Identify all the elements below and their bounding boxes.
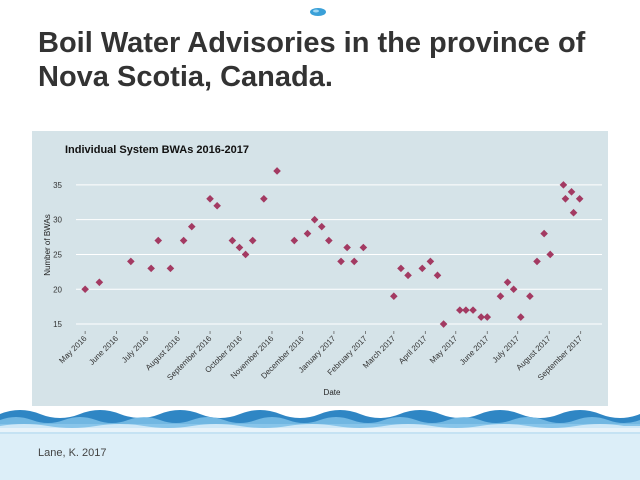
y-tick-labels: 15 20 25 30 35 — [53, 181, 62, 329]
data-point — [350, 257, 359, 266]
data-point — [561, 194, 570, 203]
data-point — [433, 271, 442, 280]
data-point — [317, 222, 326, 231]
data-point — [477, 313, 485, 321]
data-point — [540, 229, 548, 238]
water-wave-banner — [0, 410, 640, 480]
data-point — [516, 313, 525, 321]
data-point — [509, 285, 518, 294]
data-point — [179, 236, 188, 245]
chart-panel: Individual System BWAs 2016-2017 15 20 25 3… — [32, 131, 608, 406]
gridlines — [76, 184, 602, 325]
data-point — [273, 167, 281, 175]
x-tick-label: July 2017 — [491, 334, 522, 365]
x-tick-label: July 2016 — [120, 334, 151, 365]
data-point — [290, 236, 299, 245]
y-tick-label: 25 — [53, 250, 62, 259]
slide-title: Boil Water Advisories in the province of… — [38, 27, 586, 93]
data-point — [575, 194, 584, 203]
data-point — [496, 292, 505, 301]
x-tick-label: June 2017 — [458, 334, 491, 367]
chart-title: Individual System BWAs 2016-2017 — [65, 144, 249, 156]
data-point — [397, 264, 405, 273]
data-point — [567, 188, 576, 196]
y-tick-label: 20 — [53, 285, 62, 294]
data-point — [147, 264, 155, 273]
data-point — [462, 306, 470, 314]
data-point — [95, 278, 104, 287]
x-tick-label: April 2017 — [397, 334, 429, 366]
citation: Lane, K. 2017 — [38, 447, 107, 459]
data-point — [303, 229, 312, 238]
y-tick-label: 35 — [53, 181, 62, 190]
y-axis-label: Number of BWAs — [43, 214, 52, 276]
data-point — [359, 243, 368, 252]
data-point — [235, 243, 244, 252]
data-point — [81, 285, 89, 294]
x-tick-label: May 2017 — [428, 334, 460, 366]
data-point — [241, 250, 250, 259]
data-point — [343, 243, 351, 252]
data-point — [546, 250, 555, 259]
data-point — [533, 257, 541, 266]
y-tick-label: 15 — [53, 320, 62, 329]
y-tick-label: 30 — [53, 216, 62, 225]
scatter-chart: Individual System BWAs 2016-2017 15 20 25 3… — [43, 144, 602, 397]
water-drop-logo — [310, 8, 326, 16]
data-point — [404, 271, 412, 280]
data-point — [559, 181, 568, 189]
x-tick-label: May 2016 — [57, 334, 89, 366]
data-point — [187, 222, 196, 231]
data-point — [310, 215, 319, 224]
data-point — [390, 292, 398, 301]
data-point — [213, 201, 221, 210]
data-point — [426, 257, 435, 266]
x-tick-label: June 2016 — [87, 334, 120, 367]
data-point — [154, 236, 163, 245]
data-point — [228, 236, 237, 245]
data-point — [483, 313, 492, 321]
data-point — [248, 236, 257, 245]
data-point — [206, 194, 214, 203]
data-point — [418, 264, 427, 273]
x-axis-label: Date — [324, 388, 341, 397]
data-point — [569, 208, 578, 217]
data-point — [260, 194, 268, 203]
data-point — [439, 320, 448, 328]
data-point — [337, 257, 345, 266]
data-point — [469, 306, 477, 314]
data-point — [503, 278, 512, 287]
data-point — [166, 264, 175, 273]
data-point — [526, 292, 534, 301]
data-point — [127, 257, 135, 266]
data-points — [81, 167, 584, 328]
data-point — [325, 236, 333, 245]
data-point — [456, 306, 464, 314]
